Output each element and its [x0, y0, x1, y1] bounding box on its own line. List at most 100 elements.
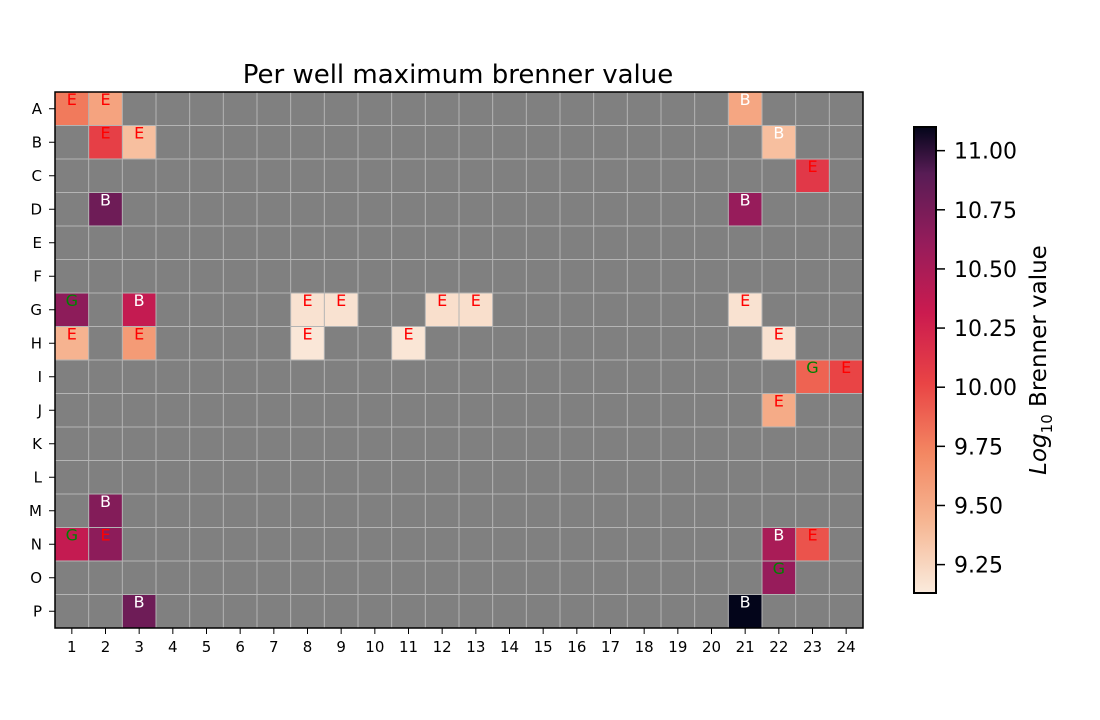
- y-tick-label: L: [34, 468, 43, 486]
- x-tick-label: 18: [635, 638, 654, 656]
- x-tick-label: 12: [433, 638, 452, 656]
- cell-mark-label: E: [774, 325, 784, 344]
- x-tick-label: 10: [365, 638, 384, 656]
- heatmap-cell: [425, 293, 459, 327]
- heatmap-cell: [88, 92, 123, 126]
- heatmap-cell: [459, 293, 493, 327]
- cell-mark-label: E: [336, 291, 346, 310]
- heatmap-cell: [762, 125, 796, 159]
- heatmap-cell: [88, 125, 123, 159]
- x-tick-label: 6: [235, 638, 245, 656]
- heatmap-cell: [728, 293, 762, 327]
- x-tick-label: 19: [668, 638, 687, 656]
- heatmap-cell: [122, 293, 156, 327]
- cell-mark-label: G: [806, 358, 818, 377]
- heatmap-cell: [795, 527, 830, 561]
- y-tick-label: B: [32, 133, 42, 151]
- heatmap-cell: [762, 393, 796, 427]
- x-tick-label: 7: [269, 638, 279, 656]
- heatmap-cell: [290, 326, 325, 360]
- y-tick-label: M: [29, 502, 42, 520]
- x-tick-label: 21: [736, 638, 755, 656]
- chart-title: Per well maximum brenner value: [243, 60, 674, 90]
- cell-mark-label: E: [471, 291, 481, 310]
- heatmap-cell: [795, 159, 830, 193]
- y-tick-label: N: [31, 535, 42, 553]
- cell-mark-label: E: [134, 124, 144, 143]
- cell-mark-label: E: [100, 526, 110, 545]
- cell-mark-label: B: [740, 593, 751, 612]
- x-tick-label: 9: [336, 638, 346, 656]
- cell-mark-label: E: [807, 157, 817, 176]
- cell-mark-label: E: [807, 526, 817, 545]
- x-tick-label: 20: [702, 638, 721, 656]
- y-tick-label: E: [33, 234, 42, 252]
- heatmap-axes: 1 2 3 4 5 6 7 8 9 10 11 12 13 14 15 16 17 18 19 20 21 22 23 24A…: [29, 91, 864, 656]
- x-tick-label: 22: [769, 638, 788, 656]
- heatmap-cell: [762, 527, 796, 561]
- cell-mark-label: B: [100, 191, 111, 210]
- x-tick-label: 2: [101, 638, 111, 656]
- cell-mark-label: E: [437, 291, 447, 310]
- heatmap-cell: [55, 293, 89, 327]
- heatmap-cell: [728, 192, 762, 226]
- colorbar-label-subscript: 10: [1038, 414, 1056, 433]
- x-tick-label: 13: [466, 638, 485, 656]
- heatmap-cell: [324, 293, 358, 327]
- cell-mark-label: B: [773, 526, 784, 545]
- heatmap-cell: [55, 527, 89, 561]
- x-tick-label: 3: [134, 638, 144, 656]
- cell-mark-label: E: [100, 124, 110, 143]
- colorbar-tick-label: 11.00: [954, 140, 1017, 165]
- y-tick-label: C: [32, 167, 42, 185]
- cell-mark-label: B: [134, 593, 145, 612]
- cell-mark-label: E: [67, 90, 77, 109]
- x-tick-label: 1: [67, 638, 77, 656]
- cell-mark-label: B: [773, 124, 784, 143]
- y-tick-label: K: [32, 435, 43, 453]
- colorbar-tick-label: 10.75: [954, 199, 1017, 224]
- cell-mark-label: E: [134, 325, 144, 344]
- x-tick-label: 24: [837, 638, 856, 656]
- y-tick-label: O: [30, 569, 42, 587]
- y-tick-label: H: [31, 334, 42, 352]
- y-tick-label: A: [32, 100, 43, 118]
- colorbar-label-prefix: Log: [1026, 433, 1052, 475]
- colorbar-tick-label: 10.25: [954, 317, 1017, 342]
- y-tick-label: I: [38, 368, 42, 386]
- x-tick-label: 23: [803, 638, 822, 656]
- heatmap-frame: [54, 91, 864, 629]
- cell-mark-label: E: [841, 358, 851, 377]
- x-tick-label: 17: [601, 638, 620, 656]
- heatmap-cell: [391, 326, 426, 360]
- colorbar-label-suffix: Brenner value: [1026, 245, 1052, 414]
- cell-mark-label: E: [774, 392, 784, 411]
- x-tick-label: 16: [567, 638, 586, 656]
- heatmap-cell: [122, 125, 156, 159]
- cell-mark-label: G: [773, 559, 785, 578]
- x-tick-label: 8: [303, 638, 313, 656]
- colorbar-tick-label: 9.75: [954, 435, 1003, 460]
- y-tick-label: F: [33, 267, 42, 285]
- cell-mark-label: E: [302, 291, 312, 310]
- colorbar-tick-label: 9.50: [954, 494, 1003, 519]
- x-tick-label: 14: [500, 638, 519, 656]
- heatmap-cell: [88, 192, 123, 226]
- colorbar-tick-label: 10.00: [954, 376, 1017, 401]
- heatmap-cell: [762, 561, 796, 595]
- heatmap-cell: [290, 293, 325, 327]
- cell-mark-label: E: [67, 325, 77, 344]
- heatmap-cell: [728, 92, 762, 126]
- colorbar-bar: [913, 126, 937, 594]
- cell-mark-label: B: [740, 90, 751, 109]
- cell-mark-label: G: [66, 291, 78, 310]
- cell-mark-label: E: [302, 325, 312, 344]
- cell-mark-label: G: [66, 526, 78, 545]
- colorbar-tick-label: 9.25: [954, 554, 1003, 579]
- heatmap-cell: [55, 326, 89, 360]
- x-tick-label: 11: [399, 638, 418, 656]
- y-tick-label: J: [37, 401, 42, 419]
- cell-mark-label: E: [100, 90, 110, 109]
